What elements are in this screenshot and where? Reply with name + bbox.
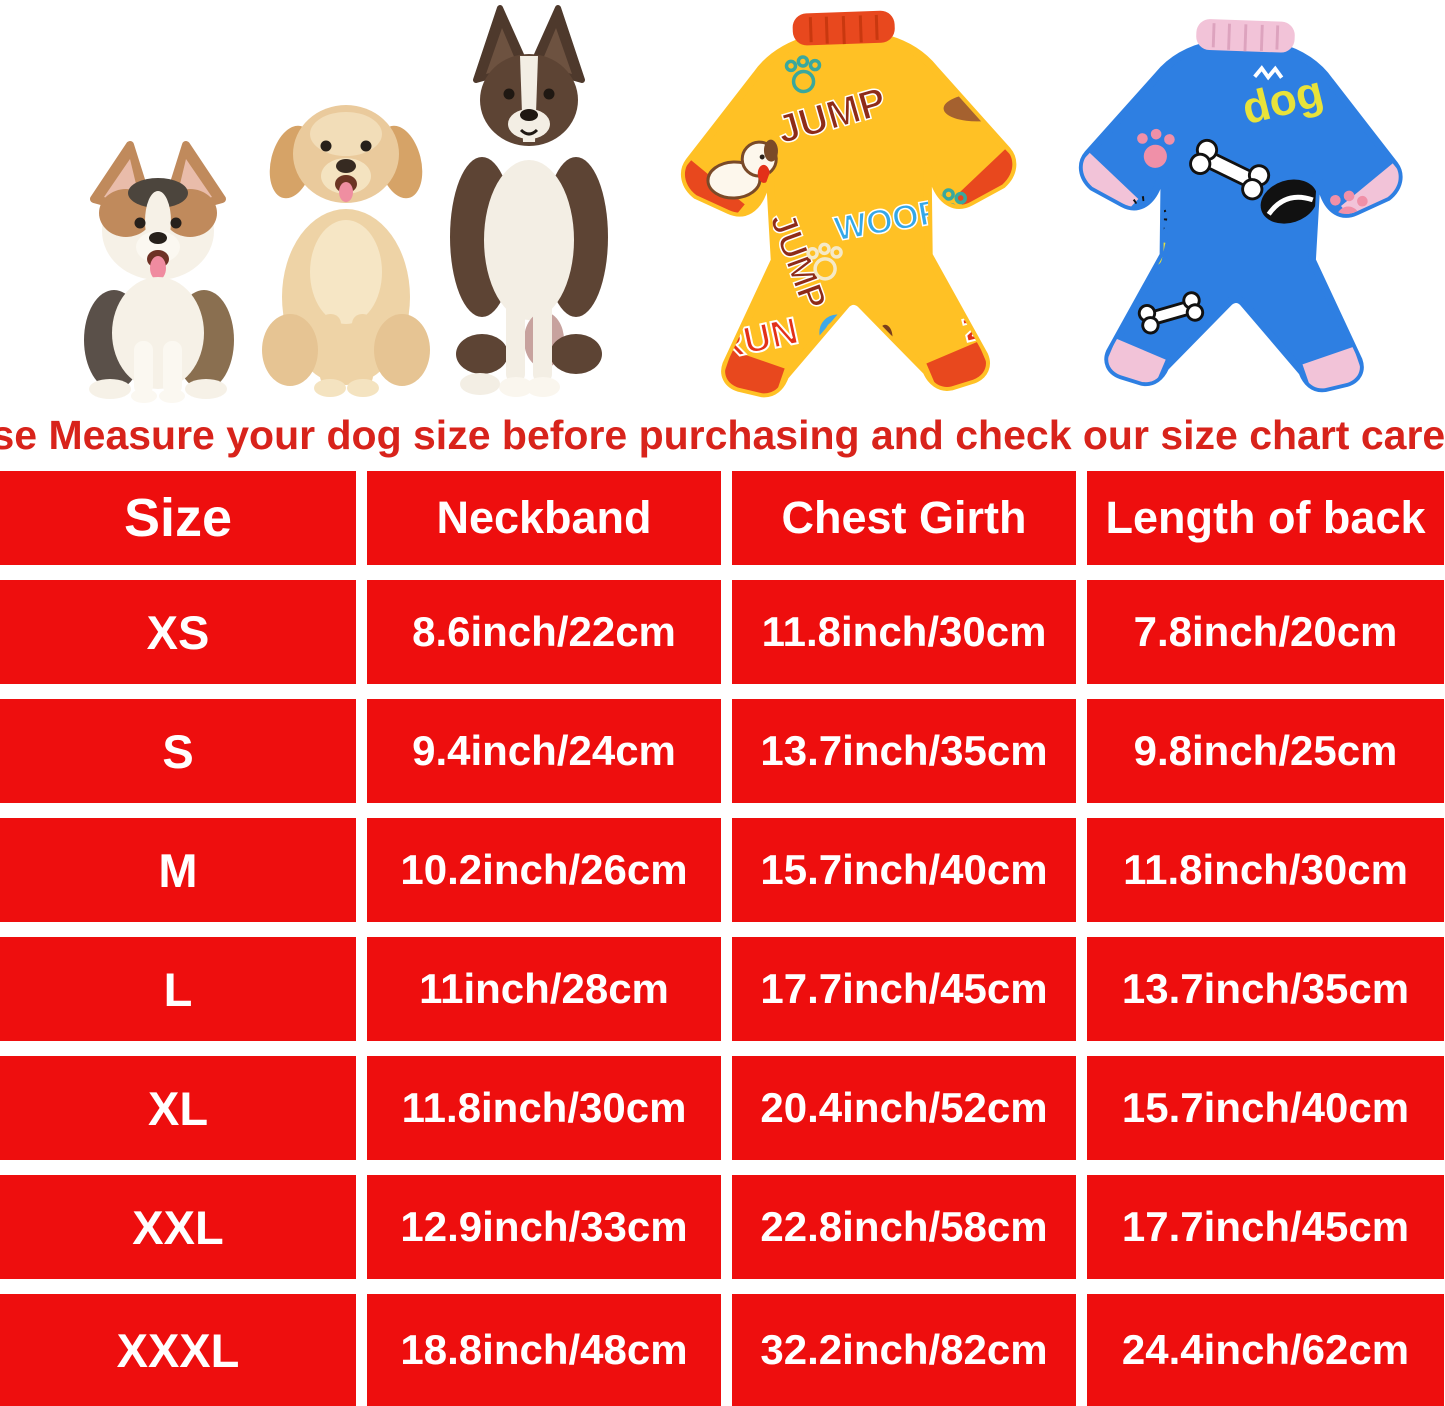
size-chart-cell: 9.4inch/24cm: [367, 699, 721, 803]
size-chart-header-back-length: Length of back: [1087, 471, 1444, 565]
ball-icon: [1260, 179, 1318, 224]
bone-icon: [1137, 291, 1205, 335]
size-chart-cell: 8.6inch/22cm: [367, 580, 721, 684]
border-collie-puppy-photo: [450, 5, 608, 397]
size-chart-cell: 18.8inch/48cm: [367, 1294, 721, 1406]
leg-cuff: [1103, 338, 1166, 390]
paw-print-icon: [1137, 128, 1175, 168]
size-chart-cell: 13.7inch/35cm: [732, 699, 1076, 803]
size-chart-cell: M: [0, 818, 356, 922]
size-chart-table: Size Neckband Chest Girth Length of back…: [0, 471, 1444, 1406]
size-chart-cell: 9.8inch/25cm: [1087, 699, 1444, 803]
squiggle-pattern: [1253, 65, 1284, 81]
leg-cuff: [720, 350, 785, 396]
paw-print-icon: [806, 242, 843, 281]
size-chart-cell: 12.9inch/33cm: [367, 1175, 721, 1279]
size-chart-cell: 7.8inch/20cm: [1087, 580, 1444, 684]
size-chart-cell: L: [0, 937, 356, 1041]
corgi-puppy-photo: [84, 141, 234, 403]
size-chart-cell: 15.7inch/40cm: [732, 818, 1076, 922]
measure-notice-text: Please Measure your dog size before purc…: [0, 411, 1445, 458]
size-chart-cell: 17.7inch/45cm: [1087, 1175, 1444, 1279]
size-chart-header-chest-girth: Chest Girth: [732, 471, 1076, 565]
golden-retriever-puppy-photo: [262, 105, 430, 397]
size-chart-cell: 20.4inch/52cm: [732, 1056, 1076, 1160]
size-chart-cell: 11.8inch/30cm: [367, 1056, 721, 1160]
squiggle-pattern: [1316, 248, 1351, 265]
size-chart-cell: 22.8inch/58cm: [732, 1175, 1076, 1279]
sleeve-cuff: [1075, 152, 1139, 220]
size-chart-cell: XXXL: [0, 1294, 356, 1406]
size-chart-cell: XS: [0, 580, 356, 684]
cartoon-dog-icon: [706, 139, 778, 200]
yellow-pajama-image: JUMP JUMP WOOF RUN RUN: [680, 10, 1021, 398]
blue-pajama-image: dog dog dog: [1075, 19, 1404, 393]
bone-icon: [1189, 138, 1271, 201]
size-chart-header-size: Size: [0, 471, 356, 565]
size-chart-cell: 11.8inch/30cm: [1087, 818, 1444, 922]
paw-print-icon: [784, 55, 822, 94]
ball-icon: [1203, 330, 1253, 368]
size-chart-cell: 17.7inch/45cm: [732, 937, 1076, 1041]
size-chart-cell: XL: [0, 1056, 356, 1160]
sleeve-cuff: [680, 160, 745, 228]
size-chart-cell: S: [0, 699, 356, 803]
size-chart-cell: 32.2inch/82cm: [732, 1294, 1076, 1406]
size-chart-cell: 10.2inch/26cm: [367, 818, 721, 922]
hero-image: JUMP JUMP WOOF RUN RUN: [0, 0, 1445, 410]
size-chart-cell: 24.4inch/62cm: [1087, 1294, 1444, 1406]
size-chart-header-neckband: Neckband: [367, 471, 721, 565]
size-chart-cell: XXL: [0, 1175, 356, 1279]
size-chart-cell: 13.7inch/35cm: [1087, 937, 1444, 1041]
size-chart-cell: 11.8inch/30cm: [732, 580, 1076, 684]
size-chart-cell: 15.7inch/40cm: [1087, 1056, 1444, 1160]
size-chart-cell: 11inch/28cm: [367, 937, 721, 1041]
